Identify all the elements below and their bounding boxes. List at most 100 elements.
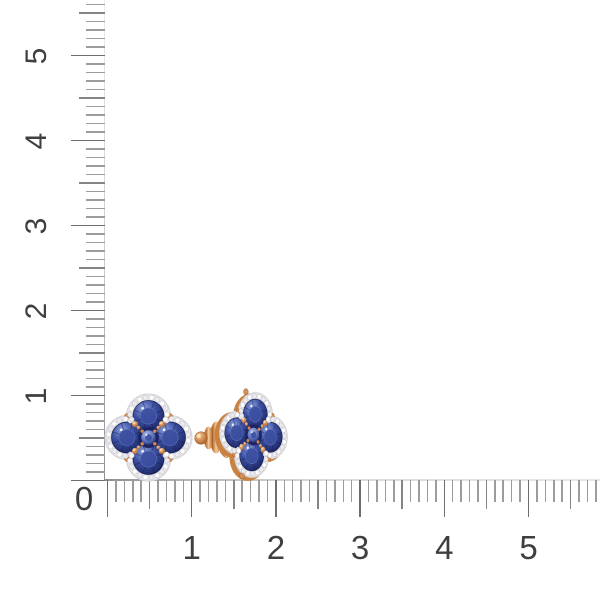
h-ruler-tick xyxy=(249,480,252,502)
stone-table xyxy=(140,450,157,468)
v-ruler-tick xyxy=(86,199,105,201)
h-ruler-tick xyxy=(544,480,547,502)
v-ruler-tick xyxy=(86,403,105,405)
diamond-halo-dot xyxy=(278,422,284,429)
gold-notch-bead xyxy=(232,451,237,457)
center-sapphire xyxy=(247,427,260,443)
v-ruler-tick xyxy=(86,343,105,346)
v-ruler-label-3: 3 xyxy=(20,217,53,234)
gold-prong xyxy=(241,417,247,424)
v-ruler-tick xyxy=(71,479,105,482)
h-ruler-tick xyxy=(266,480,269,502)
diamond-halo-dot xyxy=(159,468,165,475)
h-ruler-tick xyxy=(418,480,420,502)
diamond-halo-dot xyxy=(179,448,186,454)
facet-line xyxy=(151,466,155,474)
v-ruler-tick xyxy=(86,292,105,295)
clover-flower-front xyxy=(104,393,193,482)
gold-prong xyxy=(239,443,245,451)
center-prong xyxy=(152,441,157,446)
h-ruler-tick xyxy=(233,480,235,509)
facet-line xyxy=(155,461,163,466)
facet-line xyxy=(151,401,155,409)
center-prong xyxy=(256,440,260,444)
diamond-halo-dot xyxy=(245,470,251,477)
facet-line xyxy=(142,444,146,452)
facet-line xyxy=(272,424,277,431)
gold-claw xyxy=(243,388,249,396)
diamond-halo-dot xyxy=(272,451,277,458)
diamond-halo-dot xyxy=(128,416,135,423)
prong-highlight xyxy=(159,422,162,425)
left-earring xyxy=(104,393,193,482)
facet-line xyxy=(120,444,125,452)
diamond-halo-dot xyxy=(122,416,129,422)
diamond-halo-dot xyxy=(128,463,135,470)
facet-line xyxy=(142,423,146,431)
facet-line xyxy=(155,409,163,414)
diamond-halo-dot xyxy=(111,448,118,454)
diamond-halo-dot xyxy=(221,436,226,443)
facet-line xyxy=(112,431,120,435)
h-ruler-tick xyxy=(561,480,563,502)
diamond-halo-dot xyxy=(279,444,285,451)
diamond-halo-dot xyxy=(168,453,175,459)
facet-line xyxy=(271,444,274,452)
diamond-halo-dot xyxy=(222,419,228,426)
prong-highlight xyxy=(261,447,264,450)
h-ruler-tick xyxy=(123,480,126,502)
h-ruler-tick xyxy=(342,480,344,502)
diamond-halo-dot xyxy=(154,472,161,479)
facet-line xyxy=(238,439,241,447)
h-ruler-tick xyxy=(207,480,210,502)
h-ruler-tick xyxy=(401,480,403,509)
gold-prong xyxy=(259,443,263,448)
v-ruler-tick xyxy=(86,326,105,329)
h-ruler-tick xyxy=(477,480,479,502)
facet-line xyxy=(254,442,258,450)
facet-line xyxy=(242,428,249,432)
h-ruler-tick xyxy=(443,480,446,517)
diamond-halo-dot xyxy=(223,441,229,448)
diamond-halo-dot xyxy=(256,393,262,400)
facet-line xyxy=(226,425,232,430)
v-ruler-tick xyxy=(71,139,105,142)
gold-prong xyxy=(136,445,141,450)
stone-table xyxy=(118,429,136,446)
v-ruler-tick xyxy=(71,224,105,227)
facet-line xyxy=(155,452,163,457)
v-ruler-tick xyxy=(86,114,105,116)
diamond-halo-dot xyxy=(252,393,257,399)
v-ruler-tick xyxy=(86,190,105,193)
halo-base xyxy=(147,415,193,460)
center-prong xyxy=(140,441,145,446)
diamond-halo-dot xyxy=(220,425,226,431)
diamond-halo-dot xyxy=(163,417,170,424)
h-ruler-label-4: 4 xyxy=(435,529,454,566)
h-ruler-tick xyxy=(595,480,597,502)
diamond-halo-dot xyxy=(111,421,118,427)
prong-highlight xyxy=(133,448,136,451)
gold-notch-bead xyxy=(124,413,130,419)
clover-flower-side xyxy=(214,388,288,481)
diamond-halo-dot xyxy=(266,417,272,424)
gold-prong xyxy=(162,451,168,457)
h-ruler-tick xyxy=(485,480,488,509)
facet-line xyxy=(112,440,120,444)
h-ruler-tick xyxy=(224,480,227,502)
diamond-halo-dot xyxy=(127,417,134,424)
sparkle xyxy=(119,428,123,432)
h-ruler-tick xyxy=(569,480,572,509)
h-ruler-tick xyxy=(325,480,328,502)
h-ruler-tick xyxy=(140,480,142,502)
gold-gallery xyxy=(214,411,252,458)
gold-prong xyxy=(262,419,268,427)
facet-line xyxy=(177,431,185,435)
sapphire-stone xyxy=(239,440,265,472)
gold-prong xyxy=(131,420,139,428)
diamond-halo-dot xyxy=(243,397,248,404)
h-ruler-tick xyxy=(553,480,555,502)
v-ruler-label-5: 5 xyxy=(20,47,53,64)
diamond-halo-dot xyxy=(148,394,155,401)
right-earring xyxy=(194,388,288,481)
